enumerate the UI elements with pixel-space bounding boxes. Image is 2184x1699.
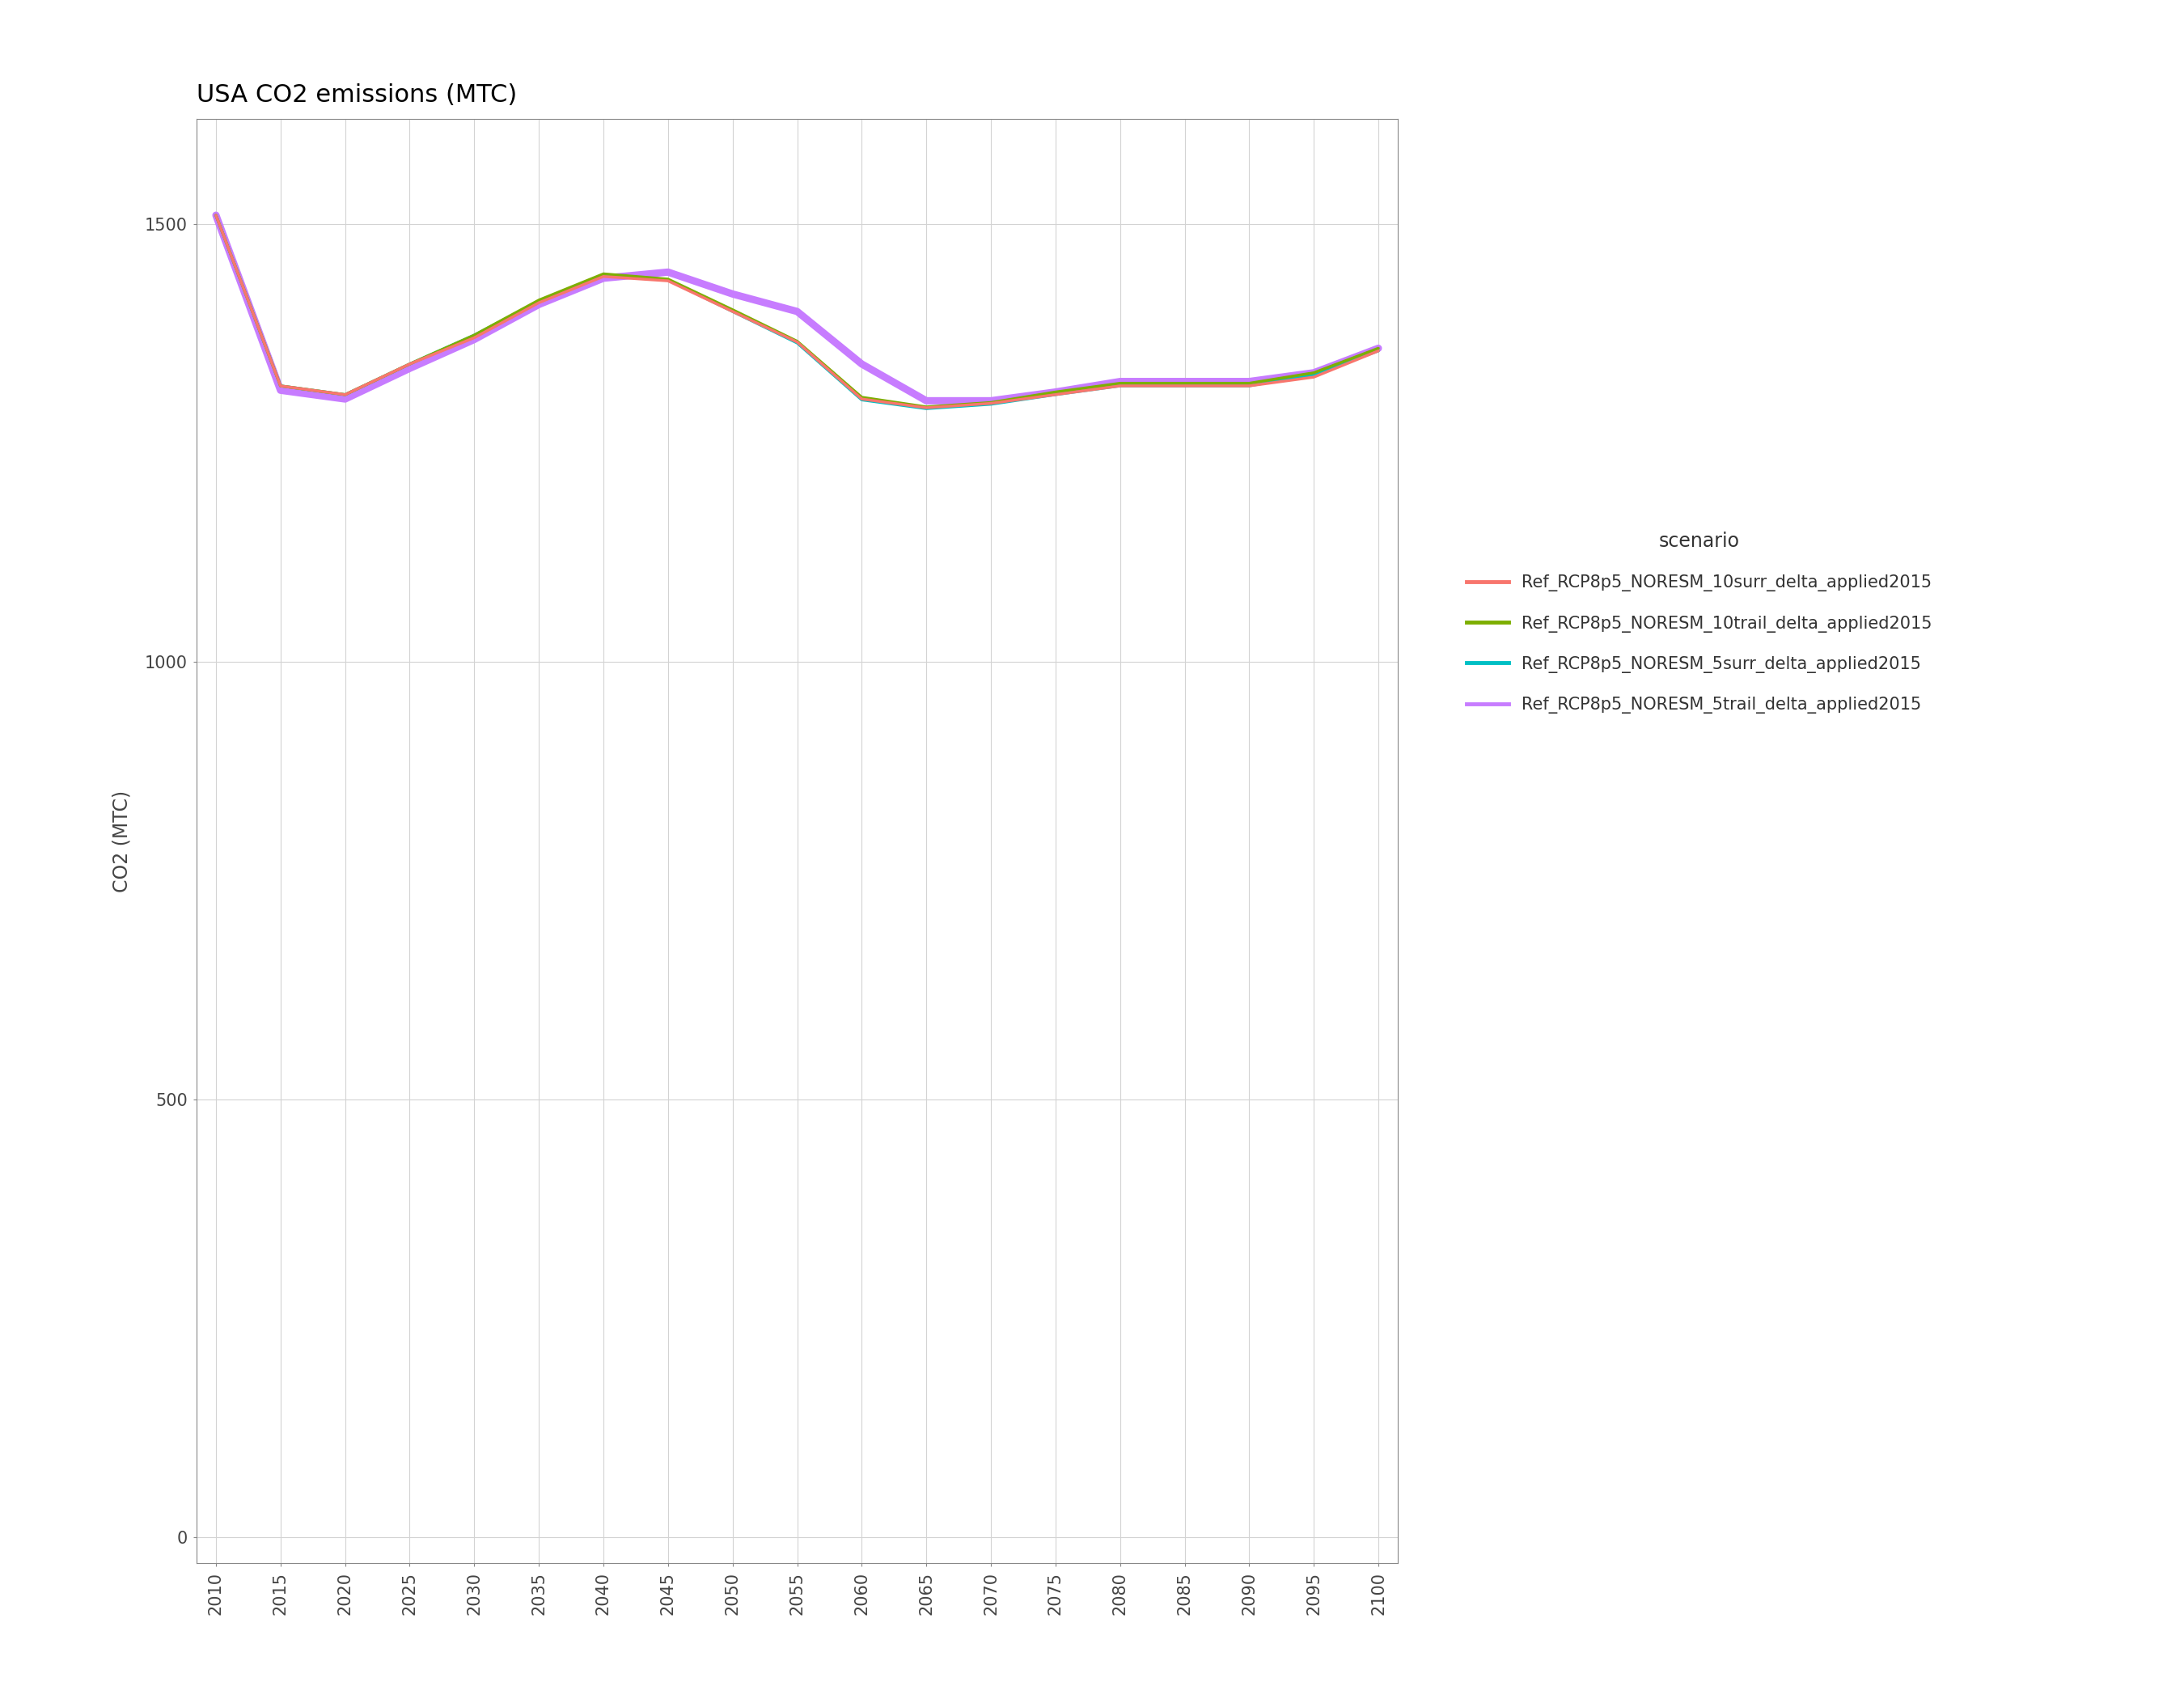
Text: USA CO2 emissions (MTC): USA CO2 emissions (MTC) (197, 83, 518, 107)
Legend: Ref_RCP8p5_NORESM_10surr_delta_applied2015, Ref_RCP8p5_NORESM_10trail_delta_appl: Ref_RCP8p5_NORESM_10surr_delta_applied20… (1465, 532, 1933, 714)
Y-axis label: CO2 (MTC): CO2 (MTC) (111, 790, 131, 892)
